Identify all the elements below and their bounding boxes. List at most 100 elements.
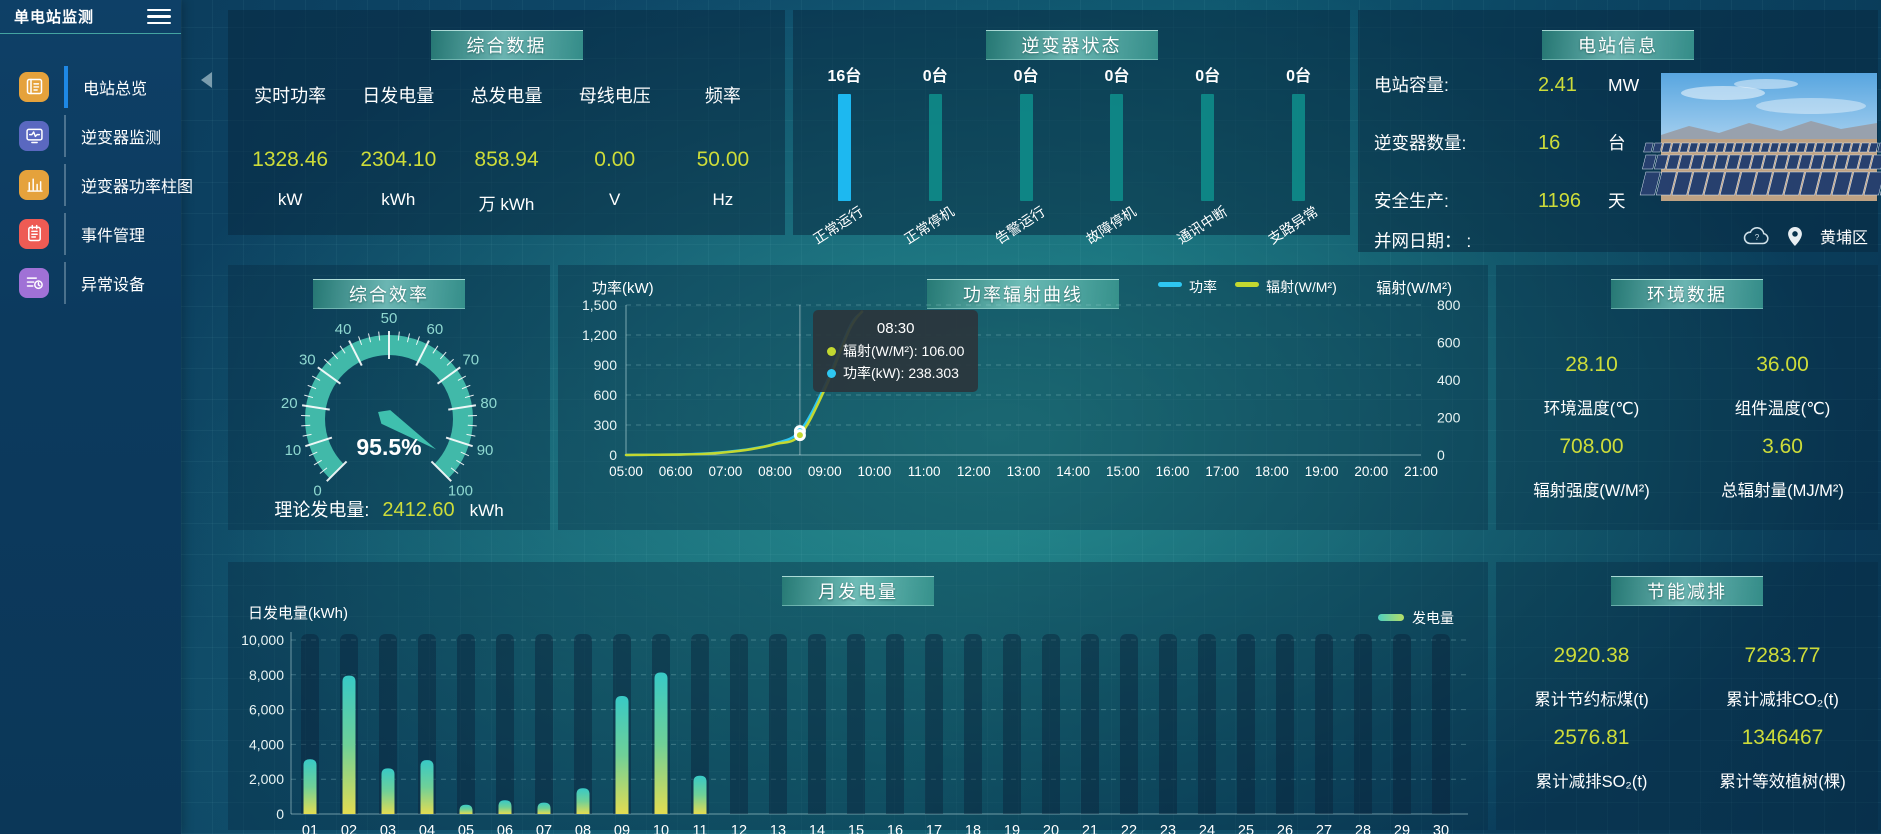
bar-08[interactable] (576, 788, 590, 814)
inverter-state-column[interactable]: 0台 故障停机 (1071, 10, 1162, 247)
svg-text:1,200: 1,200 (582, 327, 617, 343)
svg-text:18:00: 18:00 (1255, 464, 1289, 479)
svg-text:10: 10 (653, 823, 669, 834)
sidebar-item-abnormal-devices[interactable]: 异常设备 (0, 258, 181, 307)
svg-text:8,000: 8,000 (249, 667, 284, 683)
svg-text:30: 30 (1433, 823, 1449, 834)
summary-metric: 频率 50.00 Hz (669, 10, 777, 235)
inverter-state-bar (1292, 94, 1306, 201)
inverter-state-column[interactable]: 0台 支路异常 (1253, 10, 1344, 247)
svg-text:90: 90 (477, 442, 494, 459)
theory-unit: kWh (469, 501, 504, 520)
monthly-generation-bar-chart[interactable]: 0 2,000 4,000 6,000 8,000 10,000 01 02 03 04 05 06 0… (228, 562, 1488, 834)
bar-04[interactable] (420, 760, 434, 814)
panel-title-monthly: 月发电量 (782, 576, 934, 606)
inverter-state-column[interactable]: 0台 通讯中断 (1162, 10, 1253, 247)
svg-text:04: 04 (419, 823, 435, 834)
svg-text:10: 10 (285, 442, 302, 459)
panel-station-info: 电站信息 电站容量: 2.41 MW 逆变器数量: 16 台安全生产: 1196 天并网日期：… (1358, 10, 1881, 252)
metric-label: 日发电量 (362, 86, 435, 106)
inverter-state-column[interactable]: 0台告警运行 (981, 10, 1072, 247)
svg-text:17:00: 17:00 (1205, 464, 1239, 479)
svg-text:10:00: 10:00 (858, 464, 892, 479)
sidebar-nav: 电站总览逆变器监测逆变器功率柱图 事件管理 异常设备 (0, 62, 193, 307)
bar-02[interactable] (342, 675, 356, 814)
svg-text:27: 27 (1316, 823, 1332, 834)
svg-text:05:00: 05:00 (609, 464, 643, 479)
svg-text:15:00: 15:00 (1106, 464, 1140, 479)
sidebar-item-indicator (64, 261, 66, 304)
tooltip-time: 08:30 (876, 320, 915, 337)
sidebar-item-inverter-power-bars[interactable]: 逆变器功率柱图 (0, 160, 193, 209)
inverter-count: 0台 (1013, 68, 1039, 85)
station-row-value: 1196 (1538, 190, 1582, 212)
bar-backdrop (1432, 634, 1450, 814)
svg-text:06:00: 06:00 (659, 464, 693, 479)
gauge-needle (378, 410, 437, 450)
bar-05[interactable] (459, 804, 473, 814)
bar-10[interactable] (654, 672, 668, 814)
bar-06[interactable] (498, 800, 512, 814)
inverter-state-column[interactable]: 0台正常停机 (890, 10, 981, 247)
svg-text:02: 02 (341, 823, 357, 834)
sidebar-item-label: 逆变器监测 (81, 129, 162, 147)
bar-01[interactable] (303, 759, 317, 814)
bar-03[interactable] (381, 768, 395, 814)
station-row-label: 逆变器数量: (1374, 133, 1467, 153)
inverter-state-label: 告警运行 (992, 203, 1048, 247)
inverter-status-bars[interactable]: 16台 正常运行 0台 正常停机 0台 告警运行 0台 故障停机 0台 通讯中断 0台 支路异常 (793, 10, 1350, 247)
bar-09[interactable] (615, 696, 629, 814)
summary-metric: 日发电量 2304.10 kWh (344, 10, 452, 235)
menu-toggle-icon[interactable] (147, 5, 171, 29)
sidebar-item-event-management[interactable]: 事件管理 (0, 209, 181, 258)
svg-text:800: 800 (1437, 297, 1461, 313)
svg-text:50: 50 (381, 310, 398, 327)
metric-value: 7283.77 (1744, 644, 1821, 667)
inverter-count: 0台 (922, 68, 948, 85)
theory-value: 2412.60 (382, 499, 455, 521)
svg-text:12:00: 12:00 (957, 464, 991, 479)
inverter-state-label: 正常运行 (810, 203, 867, 247)
station-row-unit: MW (1608, 75, 1640, 95)
sidebar-item-station-overview[interactable]: 电站总览 (0, 62, 181, 111)
chart-legend: 功率 辐射(W/M²) (1158, 279, 1337, 295)
bar-backdrop (964, 634, 982, 814)
panel-title-power-curve: 功率辐射曲线 (927, 279, 1119, 309)
bar-backdrop (1042, 634, 1060, 814)
inverter-state-label: 正常停机 (901, 203, 958, 247)
svg-text:05: 05 (458, 823, 474, 834)
metric-value: 2920.38 (1553, 644, 1630, 667)
panel-energy-saving: 节能减排 2920.38 累计节约标煤(t) 7283.77 累计减排CO₂(t) 25… (1496, 562, 1878, 830)
sidebar-item-inverter-monitor[interactable]: 逆变器监测 (0, 111, 181, 160)
app-title: 单电站监测 (14, 9, 95, 26)
bar-11[interactable] (693, 775, 707, 814)
metric-label: 总发电量 (470, 86, 543, 106)
efficiency-gauge-chart[interactable]: 0 10 20 30 40 50 60 70 80 90 100 95.5% (228, 301, 550, 499)
metric-cell: 7283.77 累计减排CO₂(t) (1687, 644, 1878, 710)
collapse-panel-arrow[interactable] (201, 72, 212, 88)
svg-text:600: 600 (594, 387, 618, 403)
bar-07[interactable] (537, 802, 551, 814)
event-management-icon (19, 218, 49, 249)
svg-text:09: 09 (614, 823, 630, 834)
metric-unit: V (609, 190, 621, 209)
bar-backdrop (535, 634, 553, 814)
svg-text:200: 200 (1437, 410, 1461, 426)
svg-text:60: 60 (427, 321, 444, 338)
svg-text:21:00: 21:00 (1404, 464, 1438, 479)
metric-label: 实时功率 (254, 86, 327, 106)
chart-tooltip: 08:30 辐射(W/M²): 106.00 功率(kW): 238.303 (813, 310, 979, 392)
svg-text:07:00: 07:00 (708, 464, 742, 479)
bar-backdrop (457, 634, 475, 814)
svg-text:30: 30 (299, 352, 316, 369)
inverter-state-bar (928, 94, 942, 201)
tooltip-item: 辐射(W/M²): 106.00 (827, 340, 964, 362)
inverter-state-column[interactable]: 16台 正常运行 (799, 10, 890, 247)
sidebar-item-indicator (64, 212, 66, 255)
power-radiation-line-chart[interactable]: 0 300 600 900 1,200 1,500 0 200 400 600 800 05:00 06… (558, 265, 1488, 530)
panel-title-environment: 环境数据 (1611, 279, 1763, 309)
metric-label: 累计减排SO₂(t) (1535, 773, 1648, 791)
svg-text:0: 0 (609, 447, 617, 463)
metric-value: 28.10 (1565, 353, 1618, 376)
panel-title-inverter-status: 逆变器状态 (985, 30, 1158, 60)
